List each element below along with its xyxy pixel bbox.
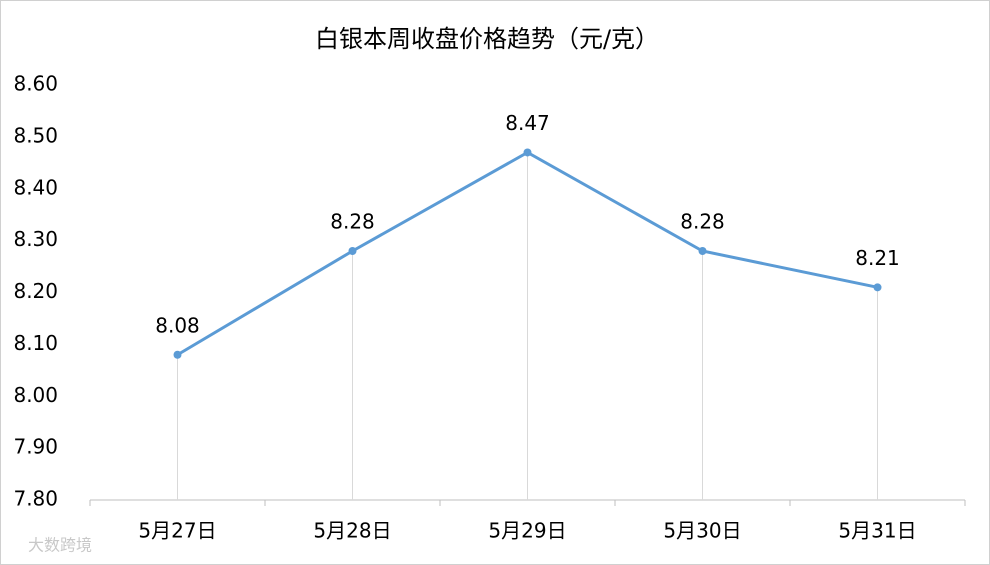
x-tick-label: 5月27日 — [138, 519, 216, 543]
y-tick-label: 8.20 — [13, 279, 58, 303]
point — [523, 148, 532, 157]
point — [873, 283, 882, 292]
point — [173, 350, 182, 359]
y-tick-label: 8.40 — [13, 175, 58, 199]
watermark: 大数跨境 — [28, 536, 92, 555]
y-tick-label: 7.90 — [13, 435, 58, 459]
x-tick-label: 5月30日 — [663, 519, 741, 543]
y-tick-label: 7.80 — [13, 487, 58, 511]
y-tick-label: 8.50 — [13, 123, 58, 147]
data-label: 8.47 — [505, 111, 550, 135]
point — [698, 247, 707, 255]
data-label: 8.28 — [680, 210, 725, 234]
data-label: 8.08 — [155, 313, 200, 337]
y-tick-label: 8.10 — [13, 331, 58, 355]
y-tick-label: 8.60 — [13, 72, 58, 96]
y-tick-label: 8.30 — [13, 227, 58, 251]
data-label: 8.21 — [855, 246, 900, 270]
y-tick-label: 8.00 — [13, 383, 58, 407]
x-tick-label: 5月31日 — [838, 519, 916, 543]
x-tick-label: 5月29日 — [488, 519, 566, 543]
point — [348, 247, 357, 255]
x-tick-label: 5月28日 — [313, 519, 391, 543]
data-label: 8.28 — [330, 210, 375, 234]
chart-title: 白银本周收盘价格趋势（元/克） — [315, 25, 659, 53]
